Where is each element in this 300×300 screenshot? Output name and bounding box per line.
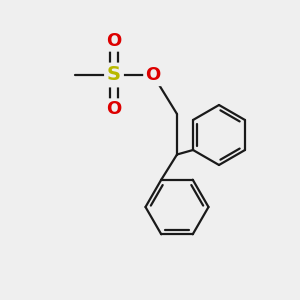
Text: S: S (107, 65, 121, 85)
Text: O: O (106, 100, 122, 118)
Text: O: O (106, 32, 122, 50)
Text: O: O (146, 66, 160, 84)
